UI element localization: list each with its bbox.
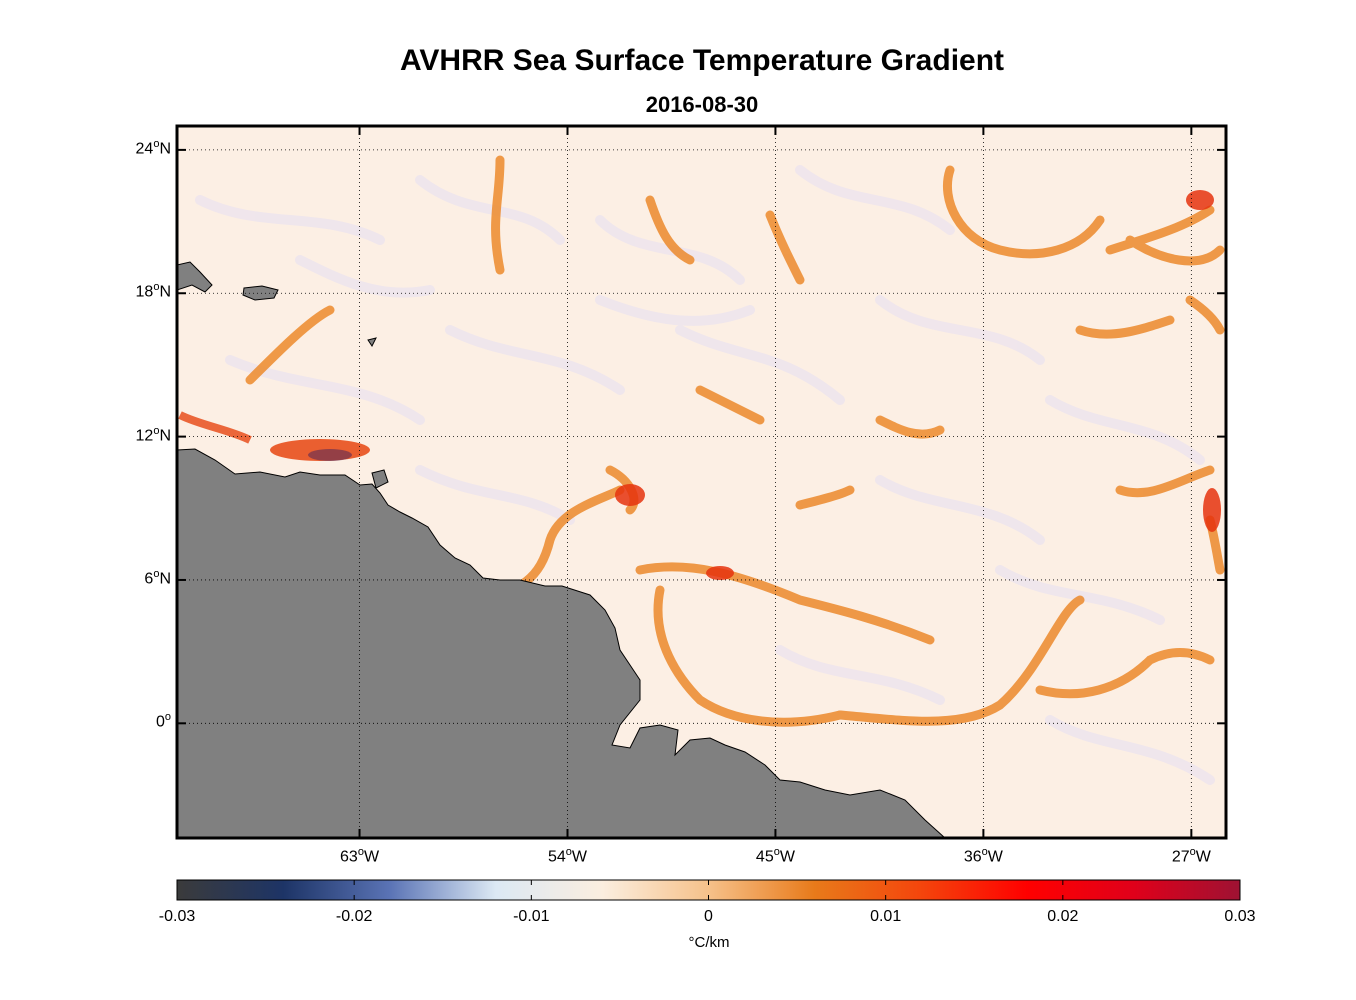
lon-label: 36oW [963, 846, 1003, 866]
strong-gradient-patches [615, 190, 1221, 580]
lat-label: 18oN [135, 281, 171, 301]
colorbar-tick-label: -0.03 [158, 908, 196, 925]
colorbar-tick-marks [176, 880, 1241, 900]
colorbar-tick-label: -0.01 [513, 908, 550, 925]
map-frame [175, 124, 1228, 840]
caribbean-dark-patch [308, 449, 352, 461]
colorbar-tick-label: -0.02 [335, 908, 373, 925]
puerto-rico-island [242, 285, 279, 301]
chart-subtitle: 2016-08-30 [645, 92, 759, 117]
colorbar-tick-label: 0.03 [1224, 908, 1256, 925]
colorbar-tick-label: 0 [704, 908, 713, 925]
lon-label: 45oW [755, 846, 795, 866]
colorbar-units: °C/km [688, 934, 730, 951]
gradient-texture [195, 165, 1215, 785]
trinidad-island [371, 469, 389, 489]
lon-label: 54oW [547, 846, 587, 866]
lat-label: 6oN [144, 567, 171, 588]
chart-title: AVHRR Sea Surface Temperature Gradient [399, 44, 1005, 77]
lat-label: 0o [155, 711, 171, 731]
map-gridlines [177, 126, 1226, 838]
caribbean-front [178, 411, 252, 444]
colorbar-tick-label: 0.01 [870, 908, 902, 925]
south-america-land [177, 448, 946, 838]
lat-label: 24oN [135, 137, 171, 158]
lon-label: 63oW [340, 846, 380, 866]
lesser-antilles-island [367, 337, 377, 347]
colorbar-tick-label: 0.02 [1047, 908, 1079, 925]
hispaniola-island [177, 261, 213, 293]
lat-label: 12oN [135, 424, 171, 444]
lon-label: 27oW [1171, 846, 1211, 866]
